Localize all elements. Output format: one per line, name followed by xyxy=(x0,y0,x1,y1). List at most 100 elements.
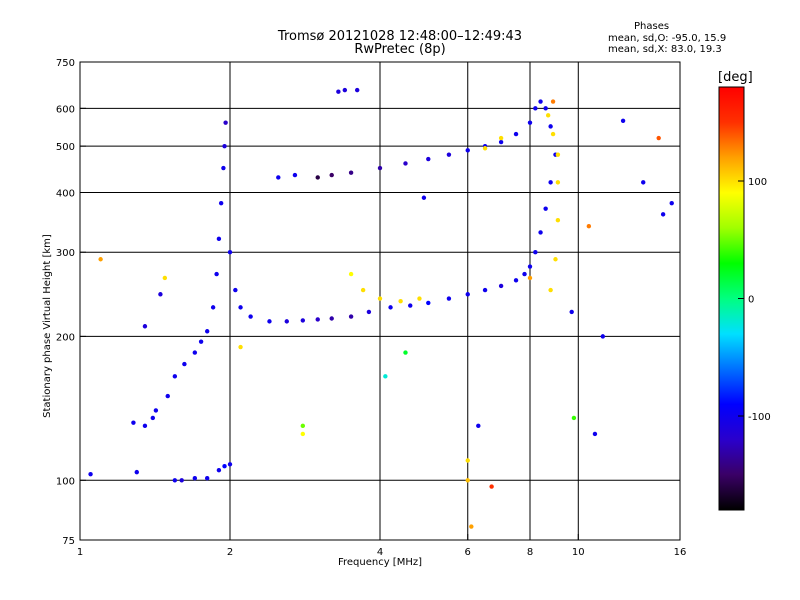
data-point xyxy=(150,415,156,421)
chart-title: Tromsø 20121028 12:48:00–12:49:43 xyxy=(277,29,523,44)
data-point xyxy=(142,423,148,429)
data-point xyxy=(527,275,533,281)
data-point xyxy=(522,271,527,277)
data-point xyxy=(198,339,204,344)
data-point xyxy=(538,99,543,104)
stats-o-mode: mean, sd,O: -95.0, 15.9 xyxy=(608,33,727,44)
data-point xyxy=(88,471,93,477)
data-point xyxy=(354,87,360,93)
data-point xyxy=(315,175,320,180)
x-tick-label: 6 xyxy=(465,547,471,558)
data-point xyxy=(204,476,210,481)
y-tick-label: 750 xyxy=(56,58,75,69)
data-point xyxy=(498,139,504,145)
data-point xyxy=(527,264,533,269)
data-point xyxy=(267,319,272,324)
data-point xyxy=(131,420,136,425)
data-point xyxy=(377,296,383,301)
data-point xyxy=(465,292,470,297)
data-point xyxy=(513,131,519,137)
x-axis-label: Frequency [MHz] xyxy=(337,557,423,568)
y-tick-label: 300 xyxy=(56,248,75,259)
grid-lines xyxy=(80,62,680,540)
y-tick-label: 600 xyxy=(56,104,75,115)
data-point xyxy=(276,175,281,180)
phase-colorbar: 100 0 -100 xyxy=(718,86,771,511)
data-point xyxy=(192,476,198,481)
y-tick-label: 200 xyxy=(56,332,75,343)
data-point xyxy=(238,305,243,310)
data-point xyxy=(214,271,219,277)
data-point xyxy=(172,478,178,483)
data-point xyxy=(550,99,556,104)
data-point xyxy=(555,218,561,223)
y-tick-label: 500 xyxy=(56,142,75,153)
colorbar-tick-label: 0 xyxy=(748,295,754,306)
data-point xyxy=(218,200,224,206)
y-axis-ticks: 75 100 200 300 400 500 600 750 xyxy=(56,58,86,547)
data-point xyxy=(342,87,348,93)
data-point xyxy=(446,296,452,301)
data-point xyxy=(498,283,504,289)
x-tick-label: 4 xyxy=(377,547,383,558)
x-tick-label: 2 xyxy=(227,547,233,558)
y-tick-label: 400 xyxy=(56,188,75,199)
data-point xyxy=(403,161,408,166)
x-tick-label: 1 xyxy=(77,547,83,558)
data-point xyxy=(417,296,422,301)
data-point xyxy=(446,152,452,157)
data-point xyxy=(513,278,519,283)
data-point xyxy=(153,408,159,413)
data-point xyxy=(533,250,538,255)
data-point xyxy=(388,305,393,310)
data-point xyxy=(383,374,388,379)
x-tick-label: 10 xyxy=(572,547,585,558)
data-point xyxy=(366,309,372,315)
data-point xyxy=(550,131,556,137)
data-point xyxy=(408,303,413,308)
data-point xyxy=(426,156,431,162)
data-point xyxy=(284,319,289,324)
data-point xyxy=(172,374,178,379)
data-point xyxy=(377,165,383,171)
data-point xyxy=(465,148,470,153)
data-point xyxy=(315,317,320,322)
data-point xyxy=(329,316,334,321)
data-point xyxy=(360,287,366,293)
data-point xyxy=(482,146,488,151)
data-point xyxy=(669,200,674,206)
data-point xyxy=(527,120,533,125)
data-point xyxy=(134,469,139,475)
data-point xyxy=(300,423,306,429)
data-point xyxy=(533,106,538,111)
data-point xyxy=(222,143,227,149)
data-point xyxy=(641,180,646,185)
data-point xyxy=(620,118,626,124)
data-point xyxy=(204,329,210,334)
x-axis-ticks: 1 2 4 6 8 10 16 xyxy=(77,534,686,558)
data-point xyxy=(469,524,474,529)
data-point xyxy=(165,393,170,399)
data-point xyxy=(465,478,470,483)
data-point xyxy=(548,180,553,185)
data-point xyxy=(192,350,198,355)
data-point xyxy=(548,124,553,129)
y-axis-label: Stationary phase Virtual Height [km] xyxy=(42,234,53,418)
data-point xyxy=(158,292,163,297)
data-point xyxy=(223,120,228,125)
data-point xyxy=(482,287,488,293)
data-point xyxy=(660,212,666,217)
data-point xyxy=(336,89,341,94)
data-point xyxy=(586,224,592,229)
data-point xyxy=(476,423,481,429)
data-point xyxy=(210,305,216,310)
data-point xyxy=(348,170,354,175)
data-point xyxy=(656,135,661,141)
data-point xyxy=(548,287,553,293)
data-point xyxy=(182,361,187,367)
data-point xyxy=(300,431,306,437)
x-tick-label: 8 xyxy=(527,547,533,558)
data-point xyxy=(555,152,561,157)
stats-x-mode: mean, sd,X: 83.0, 19.3 xyxy=(608,44,722,55)
